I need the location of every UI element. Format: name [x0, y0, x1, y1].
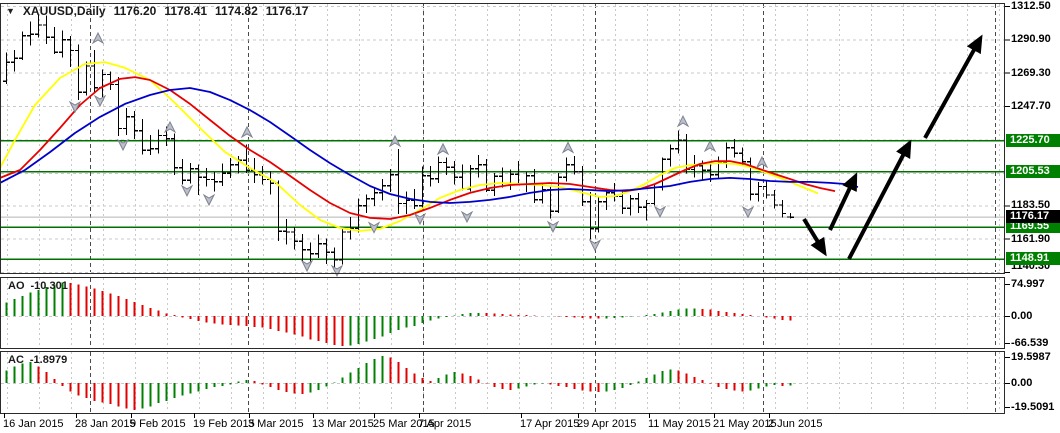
x-axis-date-label: 17 Apr 2015 [520, 418, 580, 430]
fractal-down-icon [741, 205, 755, 219]
fractal-down-icon [93, 94, 107, 108]
ao-name: AO [8, 280, 25, 292]
trend-arrow-up [847, 139, 912, 260]
fractal-down-icon [300, 259, 314, 273]
fractal-up-icon [436, 142, 450, 156]
ao-indicator-label: AO -10.301 [8, 280, 68, 292]
x-axis-date-label: 7 Apr 2015 [418, 418, 472, 430]
fractal-up-icon [163, 120, 177, 134]
x-axis-date-label: 19 Feb 2015 [193, 418, 255, 430]
y-axis-label: 1312.50 [1011, 0, 1051, 12]
alligator-teeth-line [0, 76, 836, 220]
trend-arrow-up [828, 172, 858, 231]
fractal-up-icon [91, 31, 105, 45]
fractal-up-icon [240, 125, 254, 139]
ohlc-open: 1176.20 [113, 4, 157, 18]
x-axis-date-label: 21 May 2015 [713, 418, 777, 430]
fractal-down-icon [202, 193, 216, 207]
x-axis-date-label: 9 Feb 2015 [130, 418, 186, 430]
ao-zero-label: 0.00 [1011, 310, 1033, 322]
trend-arrows[interactable] [802, 34, 983, 260]
level-price-label: 1225.70 [1006, 133, 1060, 147]
level-price-label: 1205.53 [1006, 164, 1060, 178]
chart-title-bar: ▼ XAUUSD,Daily 1176.20 1178.41 1174.82 1… [6, 4, 308, 18]
trend-arrow-up [923, 34, 983, 139]
fractal-down-icon [180, 184, 194, 198]
x-axis-date-label: 29 Apr 2015 [577, 418, 637, 430]
trend-arrow-down [802, 217, 827, 257]
ao-histogram [5, 282, 792, 346]
ac-value: -1.8979 [29, 354, 68, 366]
ac-panel[interactable] [0, 351, 1005, 413]
x-axis-date-label: 28 Jan 2015 [75, 418, 136, 430]
fractal-up-icon [388, 134, 402, 148]
level-price-label: 1148.91 [1006, 252, 1060, 266]
current-price-label: 1176.17 [1006, 210, 1060, 224]
x-axis-date-label: 16 Jan 2015 [3, 418, 64, 430]
x-axis-date-label: 11 May 2015 [648, 418, 711, 430]
ac-zero-label: 0.00 [1011, 377, 1033, 389]
y-axis-label: 1290.90 [1011, 33, 1051, 46]
x-axis-date-label: 13 Mar 2015 [312, 418, 374, 430]
fractal-down-icon [413, 212, 427, 226]
month-separators [90, 4, 996, 412]
x-axis-date-label: 25 Mar 2015 [373, 418, 435, 430]
fractal-down-icon [588, 239, 602, 252]
fractal-down-icon [653, 205, 667, 219]
ao-max-label: 74.997 [1011, 278, 1045, 290]
fractal-down-icon [460, 210, 474, 224]
y-axis-label: 1269.30 [1011, 66, 1051, 79]
symbol-period-label: XAUUSD,Daily [22, 4, 106, 18]
fractal-down-icon [367, 221, 381, 234]
alligator-jaw-line [0, 87, 859, 204]
y-axis-label: 1183.50 [1011, 199, 1051, 212]
ac-max-label: 19.5987 [1011, 351, 1051, 363]
ac-histogram [5, 355, 792, 410]
x-axis-date-label: 3 Mar 2015 [248, 418, 304, 430]
fractal-up-icon [561, 141, 575, 154]
level-price-label: 1169.55 [1006, 220, 1060, 234]
axis-ticks [4, 6, 1010, 418]
panel-frames [0, 3, 1005, 414]
ohlc-low: 1174.82 [215, 4, 258, 18]
fractal-up-icon [676, 114, 690, 128]
ao-value: -10.301 [30, 280, 68, 292]
fractal-up-icon [755, 155, 769, 169]
fractal-up-icon [703, 139, 717, 153]
ohlc-close: 1176.17 [265, 4, 309, 18]
ao-min-label: -66.539 [1011, 337, 1049, 349]
y-axis-label: 1247.70 [1011, 100, 1051, 113]
fractal-down-icon [116, 138, 130, 152]
main-chart-panel[interactable] [0, 3, 1005, 273]
ac-min-label: -19.5091 [1011, 401, 1055, 413]
fractal-down-icon [68, 100, 82, 114]
collapse-triangle-icon[interactable]: ▼ [6, 6, 15, 16]
ao-panel[interactable] [0, 277, 1005, 348]
y-axis-label: 1161.90 [1011, 232, 1051, 245]
x-axis-date-label: 2 Jun 2015 [768, 418, 823, 430]
ohlc-high: 1178.41 [164, 4, 208, 18]
fractal-down-icon [330, 264, 344, 278]
alligator-lips-line [0, 61, 819, 232]
ac-indicator-label: AC -1.8979 [8, 354, 67, 366]
fractal-down-icon [546, 220, 560, 234]
ac-name: AC [8, 354, 24, 366]
fractal-markers [68, 31, 769, 278]
